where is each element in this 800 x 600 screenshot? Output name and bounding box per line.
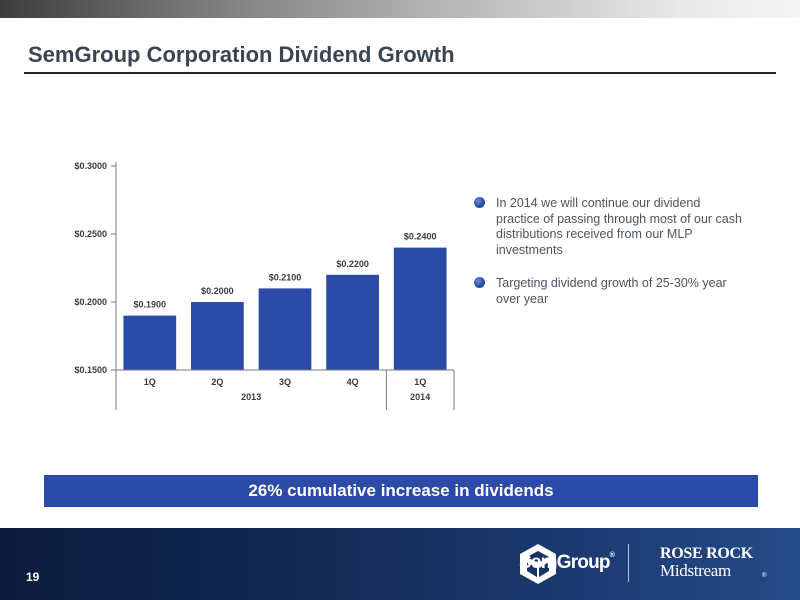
rose-rock-registered-mark: ® bbox=[762, 573, 767, 579]
x-group-label: 2014 bbox=[410, 392, 430, 402]
y-tick-label: $0.2500 bbox=[74, 229, 107, 239]
rose-rock-logo-line1: ROSE ROCK bbox=[660, 545, 753, 562]
x-group-label: 2013 bbox=[241, 392, 261, 402]
bar-value-label: $0.1900 bbox=[134, 300, 167, 310]
semgroup-registered-mark: ® bbox=[609, 552, 615, 559]
page-number: 19 bbox=[26, 570, 40, 584]
bullet-item: Targeting dividend growth of 25-30% year… bbox=[474, 276, 744, 307]
x-tick-label: 3Q bbox=[279, 377, 291, 387]
bar bbox=[191, 302, 244, 370]
title-underline bbox=[24, 72, 776, 74]
x-tick-label: 2Q bbox=[211, 377, 223, 387]
banner-text: 26% cumulative increase in dividends bbox=[248, 481, 554, 500]
y-tick-label: $0.1500 bbox=[74, 365, 107, 375]
bullet-text: Targeting dividend growth of 25-30% year… bbox=[496, 276, 727, 306]
logo-divider bbox=[628, 544, 629, 582]
semgroup-emblem-icon bbox=[520, 544, 556, 584]
bullet-dot-icon bbox=[474, 277, 485, 288]
slide-title: SemGroup Corporation Dividend Growth bbox=[28, 42, 455, 67]
top-gradient-bar bbox=[0, 0, 800, 18]
bullet-text: In 2014 we will continue our dividend pr… bbox=[496, 196, 742, 257]
bar-value-label: $0.2000 bbox=[201, 286, 234, 296]
x-tick-label: 1Q bbox=[144, 377, 156, 387]
bar-value-label: $0.2100 bbox=[269, 272, 302, 282]
bar bbox=[393, 247, 447, 370]
bar bbox=[258, 288, 312, 370]
bar bbox=[326, 274, 379, 370]
bullet-dot-icon bbox=[474, 197, 485, 208]
bullet-list: In 2014 we will continue our dividend pr… bbox=[474, 196, 744, 325]
highlight-banner: 26% cumulative increase in dividends bbox=[44, 475, 758, 507]
bar-value-label: $0.2200 bbox=[336, 259, 369, 269]
bullet-item: In 2014 we will continue our dividend pr… bbox=[474, 196, 744, 258]
semgroup-wordmark: SemGroup bbox=[519, 552, 611, 573]
y-tick-label: $0.3000 bbox=[74, 161, 107, 171]
bar-value-label: $0.2400 bbox=[404, 232, 437, 242]
bar bbox=[123, 315, 177, 370]
rose-rock-logo-line2: Midstream bbox=[660, 561, 731, 580]
y-tick-label: $0.2000 bbox=[74, 297, 107, 307]
semgroup-logo-text: SemGroup® bbox=[519, 552, 615, 574]
footer-bar bbox=[0, 528, 800, 600]
x-tick-label: 1Q bbox=[414, 377, 426, 387]
x-tick-label: 4Q bbox=[347, 377, 359, 387]
